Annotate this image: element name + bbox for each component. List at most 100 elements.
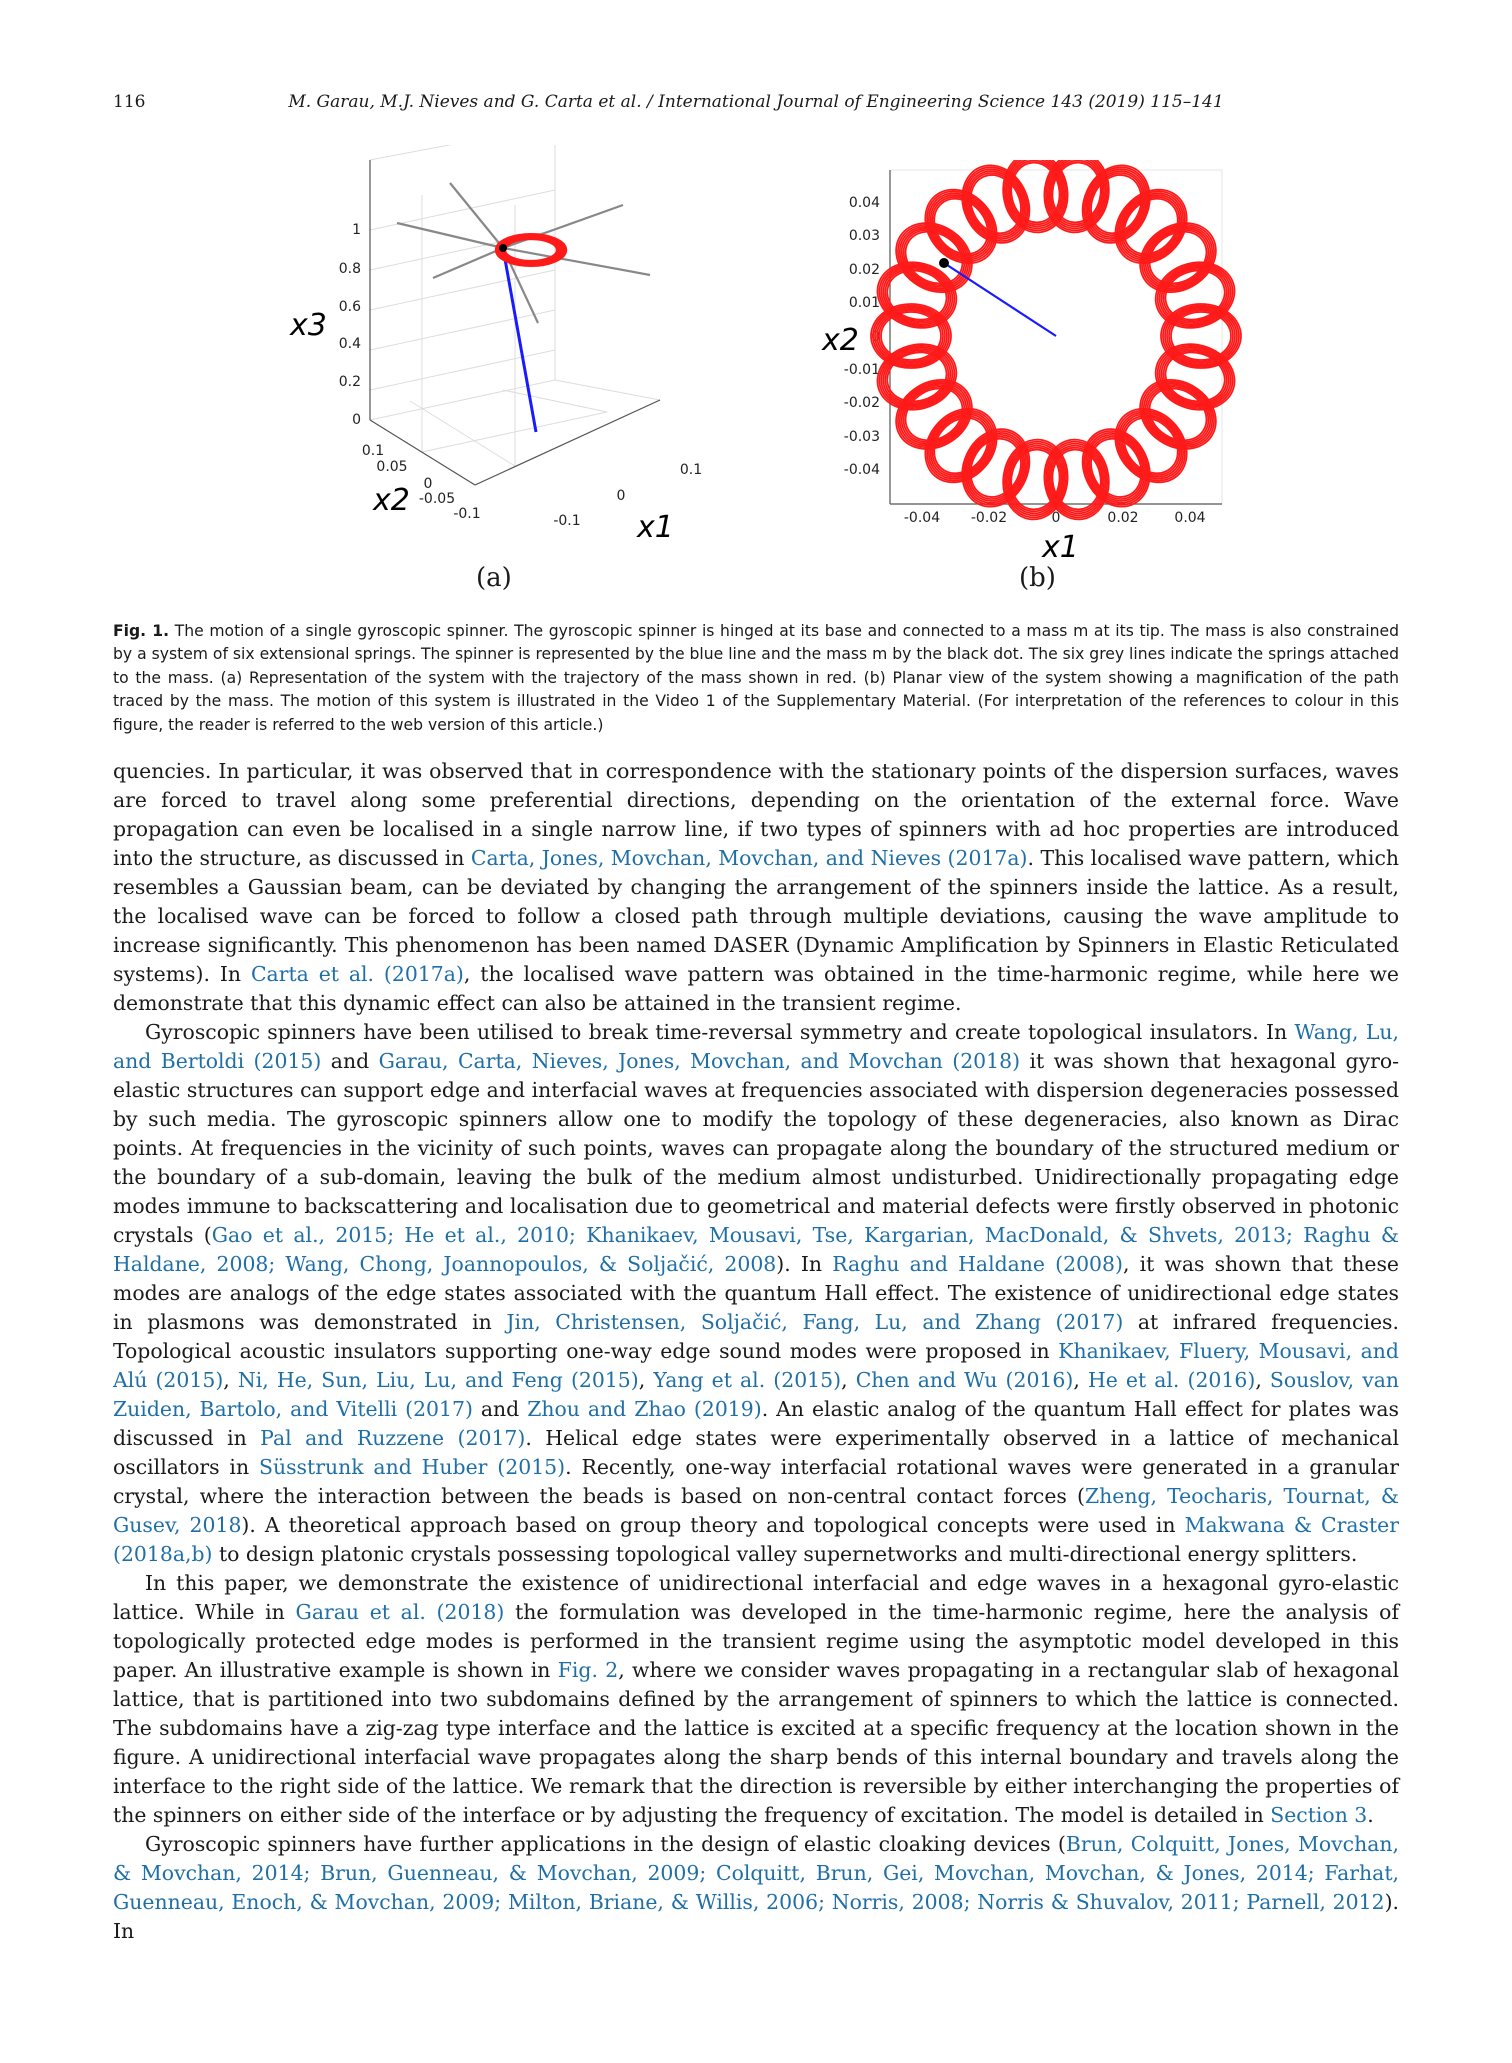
citation-link[interactable]: Garau, Carta, Nieves, Jones, Movchan, an… [378, 1049, 1021, 1073]
citation-link[interactable]: Fig. 2 [557, 1658, 619, 1682]
citation-link[interactable]: Khanikaev, Fluery, Mousavi, and Alú (201… [113, 1339, 1399, 1392]
trajectory-loop [878, 263, 956, 328]
paragraph-text: . This localised wave pattern, which res… [113, 846, 1400, 986]
panel-b-y-ticks: 0.04 0.03 0.02 0.01 0 -0.01 -0.02 -0.03 … [844, 195, 880, 478]
body-paragraph: Gyroscopic spinners have been utilised t… [113, 1018, 1399, 1569]
trajectory-loop [1007, 160, 1064, 228]
trajectory-loop [1119, 413, 1183, 478]
trajectory-loop [1114, 188, 1188, 265]
y-tick: 0.03 [849, 228, 880, 244]
paragraph-text: Gyroscopic spinners have further applica… [145, 1832, 1066, 1856]
trajectory-loop [924, 188, 998, 265]
x3-tick: 0.2 [339, 374, 361, 390]
trajectory-loop [931, 196, 991, 257]
trajectory-loop [1045, 440, 1109, 519]
trajectory-loop [872, 304, 950, 368]
trajectory-loop [1051, 161, 1102, 224]
trajectory-loop [1002, 160, 1069, 234]
trajectory-loop [1045, 160, 1109, 232]
citation-link[interactable]: Zheng, Teocharis, Tournat, & Gusev, 2018 [113, 1484, 1399, 1537]
citation-link[interactable]: Carta et al. (2017a) [250, 962, 464, 986]
citation-link[interactable]: Raghu and Haldane (2008) [832, 1252, 1123, 1276]
trajectory-loop [902, 385, 966, 443]
paragraph-text: , [638, 1368, 654, 1392]
trajectory-loop [876, 307, 946, 365]
trajectory-loop [926, 190, 996, 263]
panel-a-springs [396, 182, 651, 324]
citation-link[interactable]: Souslov, van Zuiden, Bartolo, and Vitell… [113, 1368, 1400, 1421]
trajectory-loop [1049, 160, 1104, 226]
trajectory-loop [1160, 348, 1230, 406]
trajectory-loop [933, 417, 989, 475]
trajectory-loop [1088, 172, 1144, 236]
citation-link[interactable]: Chen and Wu (2016) [855, 1368, 1074, 1392]
citation-link[interactable]: Garau et al. (2018) [295, 1600, 505, 1624]
x-tick: 0.04 [1174, 510, 1205, 526]
trajectory-loop [1162, 304, 1240, 368]
trajectory-loop [1162, 268, 1228, 323]
trajectory-loop [1007, 444, 1064, 515]
trajectory-loop [886, 269, 948, 321]
citation-link[interactable]: Carta, Jones, Movchan, Movchan, and Niev… [470, 846, 1028, 870]
caption-text: The motion of a single gyroscopic spinne… [113, 622, 1400, 734]
trajectory-loop [1116, 190, 1186, 263]
trajectory-loop [1164, 351, 1226, 403]
trajectory-loop [1005, 160, 1066, 230]
y-tick: 0.02 [849, 262, 880, 278]
paragraph-text: In this paper, we demonstrate the existe… [113, 1571, 1399, 1624]
trajectory-loop [963, 430, 1029, 506]
citation-link[interactable]: Gao et al., 2015; He et al., 2010; Khani… [113, 1223, 1399, 1276]
citation-link[interactable]: Ni, He, Sun, Liu, Lu, and Feng (2015) [237, 1368, 639, 1392]
trajectory-loop [1116, 409, 1186, 482]
panel-a-x2-label: x2 [372, 483, 410, 518]
y-tick: -0.04 [844, 462, 880, 478]
citation-link[interactable]: Yang et al. (2015) [653, 1368, 842, 1392]
citation-link[interactable]: He et al. (2016) [1087, 1368, 1256, 1392]
citation-link[interactable]: Brun, Colquitt, Jones, Movchan, & Movcha… [113, 1832, 1399, 1914]
trajectory-loop [897, 380, 971, 449]
trajectory-loop [1154, 343, 1236, 411]
trajectory-loop [1123, 417, 1179, 475]
x-tick: 0 [1052, 510, 1061, 526]
trajectory-loop [969, 174, 1022, 235]
x1-tick: 0.1 [680, 462, 702, 478]
trajectory-loop [1139, 222, 1217, 294]
trajectory-loop [1008, 446, 1063, 513]
paragraph-text: . Recently, one-way interfacial rotation… [113, 1455, 1399, 1508]
citation-link[interactable]: Wang, Lu, and Bertoldi (2015) [113, 1020, 1399, 1073]
x1-tick: -0.1 [553, 513, 580, 529]
y-tick: 0.01 [849, 295, 880, 311]
paragraph-text: . [1367, 1803, 1374, 1827]
x1-tick: 0 [617, 488, 626, 504]
trajectory-loop [882, 266, 952, 324]
citation-link[interactable]: Jin, Christensen, Soljačić, Fang, Lu, an… [506, 1310, 1124, 1334]
running-header: 116 M. Garau, M.J. Nieves and G. Carta e… [113, 92, 1399, 122]
trajectory-loop [1118, 411, 1184, 480]
citation-link[interactable]: Makwana & Craster (2018a,b) [113, 1513, 1399, 1566]
trajectory-loop [933, 197, 989, 255]
paragraph-text: , it was shown that these modes are anal… [113, 1252, 1399, 1334]
trajectory-loop [886, 351, 948, 403]
trajectory-loop [1123, 197, 1179, 255]
citation-link[interactable]: Zhou and Zhao (2019) [527, 1397, 762, 1421]
paragraph-text: at infrared frequencies. Topological aco… [113, 1310, 1400, 1363]
y-tick: -0.02 [844, 395, 880, 411]
trajectory-loop [1160, 303, 1242, 369]
figure-panel-b: 0.04 0.03 0.02 0.01 0 -0.01 -0.02 -0.03 … [821, 160, 1242, 565]
trajectory-loop [1146, 385, 1210, 443]
trajectory-loop [1118, 192, 1184, 261]
trajectory-loop [1003, 440, 1067, 519]
y-tick: -0.03 [844, 429, 880, 445]
citation-link[interactable]: Süsstrunk and Huber (2015) [258, 1455, 566, 1479]
caption-label: Fig. 1. [113, 622, 169, 640]
trajectory-loop [1010, 161, 1061, 224]
x-tick: -0.04 [904, 510, 940, 526]
citation-link[interactable]: Pal and Ruzzene (2017) [260, 1426, 526, 1450]
citation-link[interactable]: Section 3 [1270, 1803, 1368, 1827]
body-text: quencies. In particular, it was observed… [113, 757, 1399, 1946]
paragraph-text: . Helical edge states were experimentall… [113, 1426, 1399, 1479]
panel-b-x2-label: x2 [821, 323, 859, 358]
trajectory-loop [494, 232, 568, 267]
x-tick: -0.02 [971, 510, 1007, 526]
trajectory-loop [929, 194, 993, 259]
